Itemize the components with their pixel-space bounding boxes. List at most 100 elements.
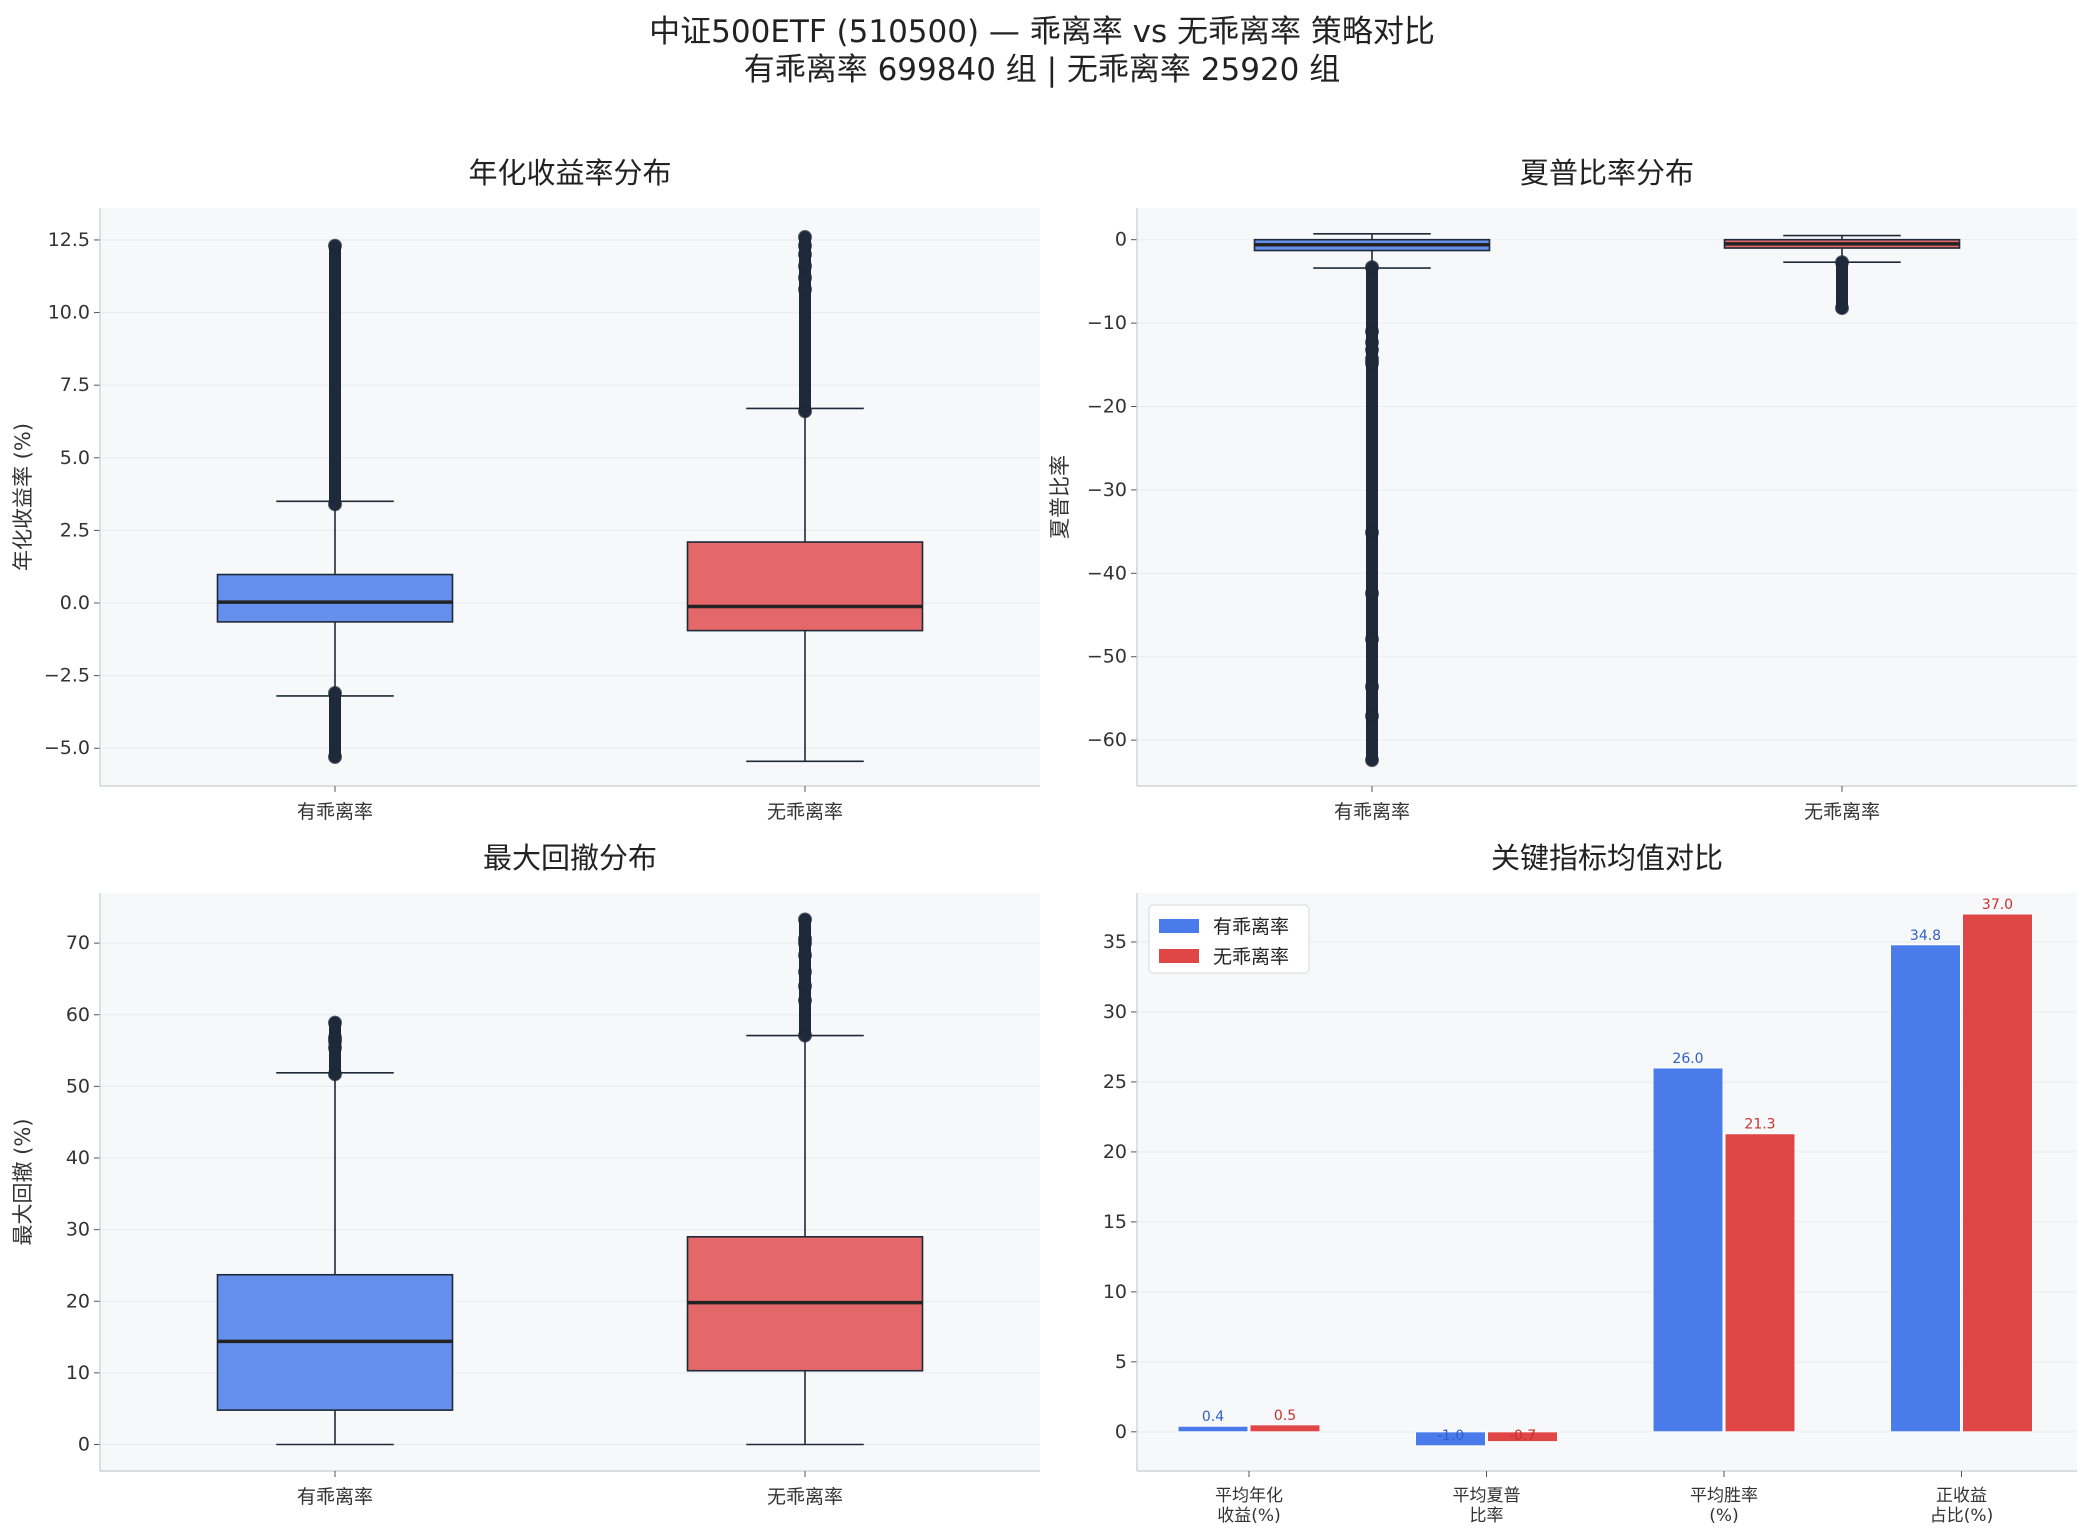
legend-label: 无乖离率 bbox=[1213, 946, 1289, 968]
outlier-point bbox=[328, 497, 342, 512]
bar bbox=[1724, 1133, 1796, 1433]
y-tick-label: 70 bbox=[66, 932, 90, 954]
figure-title-line1: 中证500ETF (510500) — 乖离率 vs 无乖离率 策略对比 bbox=[649, 14, 1435, 50]
y-tick-label: 10 bbox=[66, 1362, 90, 1384]
y-axis-label: 最大回撤 (%) bbox=[11, 1118, 35, 1245]
panel-title: 年化收益率分布 bbox=[468, 156, 671, 190]
plot-area bbox=[1137, 208, 2077, 786]
y-tick-label: −10 bbox=[1087, 312, 1127, 334]
y-tick-label: 25 bbox=[1103, 1071, 1127, 1093]
legend-label: 有乖离率 bbox=[1213, 916, 1289, 938]
y-axis-label: 年化收益率 (%) bbox=[11, 423, 35, 571]
y-axis-label: 夏普比率 bbox=[1048, 455, 1072, 539]
outlier-cluster bbox=[799, 231, 811, 418]
outlier-point bbox=[328, 238, 342, 253]
bar-value-label: -0.7 bbox=[1509, 1428, 1536, 1444]
y-tick-label: −50 bbox=[1087, 646, 1127, 668]
y-tick-label: 0 bbox=[78, 1433, 90, 1455]
bar-value-label: 0.5 bbox=[1274, 1408, 1296, 1424]
outlier-point bbox=[798, 404, 812, 419]
outlier-point bbox=[328, 1015, 342, 1030]
x-tick-label: 平均胜率 bbox=[1690, 1486, 1758, 1506]
outlier-point bbox=[798, 230, 812, 245]
x-tick-label: 无乖离率 bbox=[1804, 801, 1880, 823]
bar bbox=[1962, 913, 2033, 1433]
y-tick-label: −2.5 bbox=[44, 665, 90, 687]
panel-title: 夏普比率分布 bbox=[1520, 156, 1694, 190]
outlier-point bbox=[798, 238, 812, 253]
plot-area bbox=[100, 208, 1040, 786]
box-iqr bbox=[216, 573, 454, 623]
panel-title: 关键指标均值对比 bbox=[1491, 841, 1723, 875]
bar-value-label: 34.8 bbox=[1910, 928, 1941, 944]
outlier-point bbox=[798, 912, 812, 927]
outlier-point bbox=[798, 979, 812, 994]
y-tick-label: −40 bbox=[1087, 562, 1127, 584]
y-tick-label: 35 bbox=[1103, 931, 1127, 953]
x-tick-label: 平均年化 bbox=[1215, 1486, 1283, 1506]
y-tick-label: −5.0 bbox=[44, 737, 90, 759]
y-tick-label: 2.5 bbox=[60, 519, 90, 541]
bar-value-label: -1.0 bbox=[1437, 1428, 1464, 1444]
y-tick-label: 10.0 bbox=[48, 302, 90, 324]
y-tick-label: 5 bbox=[1115, 1351, 1127, 1373]
y-tick-label: −60 bbox=[1087, 729, 1127, 751]
legend-swatch bbox=[1159, 919, 1199, 933]
outlier-point bbox=[1365, 356, 1379, 371]
outlier-point bbox=[1835, 301, 1849, 316]
x-tick-label: 无乖离率 bbox=[767, 801, 843, 823]
y-tick-label: −30 bbox=[1087, 479, 1127, 501]
annual-return-boxplot: −5.0 −2.5 0.0 2.5 5.0 7.5 10.0 12.5 年化收益率分布年化收益率… bbox=[11, 156, 1040, 823]
outlier-point bbox=[328, 686, 342, 701]
x-tick-label: (%) bbox=[1709, 1506, 1738, 1526]
y-tick-label: 10 bbox=[1103, 1281, 1127, 1303]
y-tick-label: 5.0 bbox=[60, 447, 90, 469]
outlier-cluster bbox=[1366, 261, 1378, 767]
outlier-point bbox=[1365, 260, 1379, 275]
outlier-point bbox=[1365, 632, 1379, 647]
x-tick-label: 无乖离率 bbox=[767, 1486, 843, 1508]
outlier-point bbox=[328, 1030, 342, 1045]
outlier-point bbox=[1365, 342, 1379, 357]
x-tick-label: 正收益 bbox=[1936, 1486, 1987, 1506]
outlier-point bbox=[798, 936, 812, 951]
outlier-point bbox=[328, 1040, 342, 1055]
x-tick-label: 有乖离率 bbox=[297, 1486, 373, 1508]
legend-swatch bbox=[1159, 949, 1199, 963]
outlier-point bbox=[798, 964, 812, 979]
bar bbox=[1652, 1067, 1724, 1433]
outlier-cluster bbox=[329, 239, 341, 511]
outlier-point bbox=[1365, 525, 1379, 540]
y-tick-label: 30 bbox=[1103, 1001, 1127, 1023]
y-tick-label: 20 bbox=[1103, 1141, 1127, 1163]
bar bbox=[1249, 1424, 1321, 1433]
figure-title-line2: 有乖离率 699840 组 | 无乖离率 25920 组 bbox=[744, 52, 1341, 88]
y-tick-label: 30 bbox=[66, 1219, 90, 1241]
x-tick-label: 占比(%) bbox=[1930, 1506, 1993, 1526]
box-iqr bbox=[686, 541, 924, 632]
y-tick-label: 0 bbox=[1115, 229, 1127, 251]
outlier-point bbox=[1365, 679, 1379, 694]
outlier-point bbox=[1835, 255, 1849, 270]
y-tick-label: 60 bbox=[66, 1004, 90, 1026]
outlier-point bbox=[1365, 335, 1379, 350]
bar bbox=[1890, 944, 1961, 1433]
outlier-point bbox=[798, 993, 812, 1008]
outlier-point bbox=[1365, 708, 1379, 723]
outlier-point bbox=[798, 931, 812, 946]
x-tick-label: 平均夏普 bbox=[1453, 1486, 1521, 1506]
bar-value-label: 26.0 bbox=[1672, 1051, 1703, 1067]
y-tick-label: 40 bbox=[66, 1147, 90, 1169]
y-tick-label: 0 bbox=[1115, 1421, 1127, 1443]
x-tick-label: 比率 bbox=[1470, 1506, 1504, 1526]
bar-value-label: 21.3 bbox=[1744, 1117, 1775, 1133]
y-tick-label: −20 bbox=[1087, 396, 1127, 418]
outlier-cluster bbox=[329, 687, 341, 763]
outlier-point bbox=[1365, 586, 1379, 601]
bar bbox=[1177, 1425, 1249, 1433]
y-tick-label: 12.5 bbox=[48, 229, 90, 251]
